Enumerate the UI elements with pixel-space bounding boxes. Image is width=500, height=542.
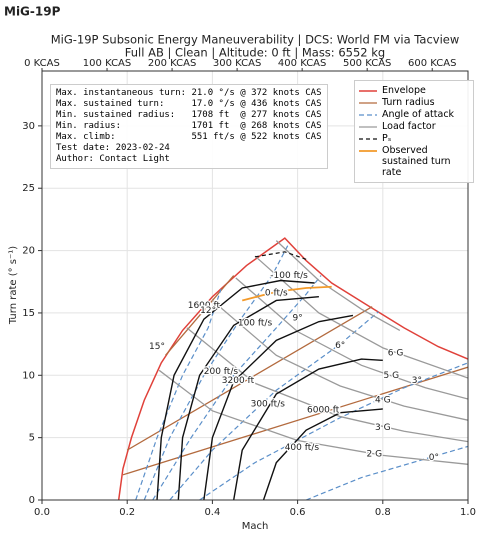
x-axis-label: Mach: [242, 521, 269, 532]
legend-label: Observed sustained turn rate: [382, 145, 451, 178]
series-line: [241, 285, 332, 302]
curve-label: 9°: [292, 313, 302, 323]
curve-label: 4 G: [375, 396, 391, 406]
chart-subtitle: Full AB | Clean | Altitude: 0 ft | Mass:…: [125, 46, 385, 60]
info-line: Max. climb: 551 ft/s @ 522 knots CAS: [56, 132, 322, 142]
legend-swatch: [359, 126, 377, 128]
series-line: [156, 279, 383, 500]
x-tick-label: 0.8: [375, 507, 391, 518]
info-box: Max. instantaneous turn: 21.0 °/s @ 372 …: [50, 84, 328, 169]
curve-label: 200 ft/s: [204, 367, 239, 377]
curve-label: -100 ft/s: [270, 271, 308, 281]
curve-label: 3200 ft: [222, 376, 255, 386]
plot-area: [117, 237, 468, 500]
y-tick-label: 10: [22, 370, 35, 381]
info-line: Min. radius: 1701 ft @ 268 knots CAS: [56, 121, 322, 131]
curve-label: 2 G: [366, 449, 382, 459]
curve-label: 5 G: [384, 371, 400, 381]
info-line: Author: Contact Light: [56, 154, 170, 164]
legend-item: Observed sustained turn rate: [359, 145, 469, 178]
series-line: [135, 242, 468, 500]
info-line: Test date: 2023-02-24: [56, 143, 170, 153]
curve-label: 300 ft/s: [251, 399, 286, 409]
legend-item: Load factor: [359, 121, 469, 132]
curve-label: 100 ft/s: [238, 318, 273, 328]
legend-swatch: [359, 102, 377, 104]
x-tick-label: 0.6: [290, 507, 306, 518]
header: MiG-19P: [4, 5, 61, 19]
legend-swatch: [359, 138, 377, 140]
x-tick-label: 0.4: [204, 507, 220, 518]
x2-tick-label: 0 KCAS: [24, 58, 60, 69]
chart-title: MiG-19P Subsonic Energy Maneuverability …: [51, 33, 460, 47]
curve-label: 3°: [412, 376, 422, 386]
series-line: [117, 237, 468, 500]
y-tick-label: 0: [29, 495, 35, 506]
legend-label: Envelope: [382, 85, 426, 96]
curve-label: 6000 ft: [307, 406, 340, 416]
curve-label: 400 ft/s: [285, 443, 320, 453]
x2-tick-label: 100 KCAS: [83, 58, 131, 69]
x2-tick-label: 300 KCAS: [213, 58, 261, 69]
legend-item: Turn radius: [359, 97, 469, 108]
legend-swatch: [359, 90, 377, 92]
x2-tick-label: 500 KCAS: [343, 58, 391, 69]
info-line: Max. sustained turn: 17.0 °/s @ 436 knot…: [56, 99, 322, 109]
legend-label: Angle of attack: [382, 109, 455, 120]
legend-label: Turn radius: [382, 97, 435, 108]
curve-label: 15°: [149, 342, 165, 352]
series-line: [158, 240, 468, 465]
legend-swatch: [359, 150, 377, 152]
curve-label: 1600 ft: [188, 301, 221, 311]
plot-frame: [41, 70, 469, 501]
legend-item: Pₛ: [359, 133, 469, 144]
legend-item: Angle of attack: [359, 109, 469, 120]
legend-label: Load factor: [382, 121, 436, 132]
y-axis-label: Turn rate (° s⁻¹): [8, 246, 19, 325]
y-tick-label: 25: [22, 183, 35, 194]
x2-tick-label: 600 KCAS: [408, 58, 456, 69]
series-line: [254, 251, 307, 260]
x2-tick-label: 400 KCAS: [278, 58, 326, 69]
info-line: Max. instantaneous turn: 21.0 °/s @ 372 …: [56, 88, 322, 98]
legend: Envelope Turn radius Angle of attack Load f…: [354, 80, 474, 183]
curve-label: 0 ft/s: [265, 288, 288, 298]
curve-label: 0°: [429, 453, 439, 463]
curve-label: 12°: [200, 306, 216, 316]
curve-label: 3 G: [375, 423, 391, 433]
legend-item: Envelope: [359, 85, 469, 96]
info-line: Min. sustained radius: 1708 ft @ 277 kno…: [56, 110, 322, 120]
legend-label: Pₛ: [382, 133, 392, 144]
curve-label: 6°: [335, 341, 345, 351]
y-tick-label: 20: [22, 246, 35, 257]
x2-tick-label: 200 KCAS: [148, 58, 196, 69]
x-tick-label: 0.2: [119, 507, 135, 518]
y-tick-label: 30: [22, 121, 35, 132]
y-tick-label: 5: [29, 433, 35, 444]
curve-label: 6 G: [388, 348, 404, 358]
x-tick-label: 1.0: [460, 507, 476, 518]
legend-swatch: [359, 114, 377, 116]
y-tick-label: 15: [22, 308, 35, 319]
x-tick-label: 0.0: [34, 507, 50, 518]
